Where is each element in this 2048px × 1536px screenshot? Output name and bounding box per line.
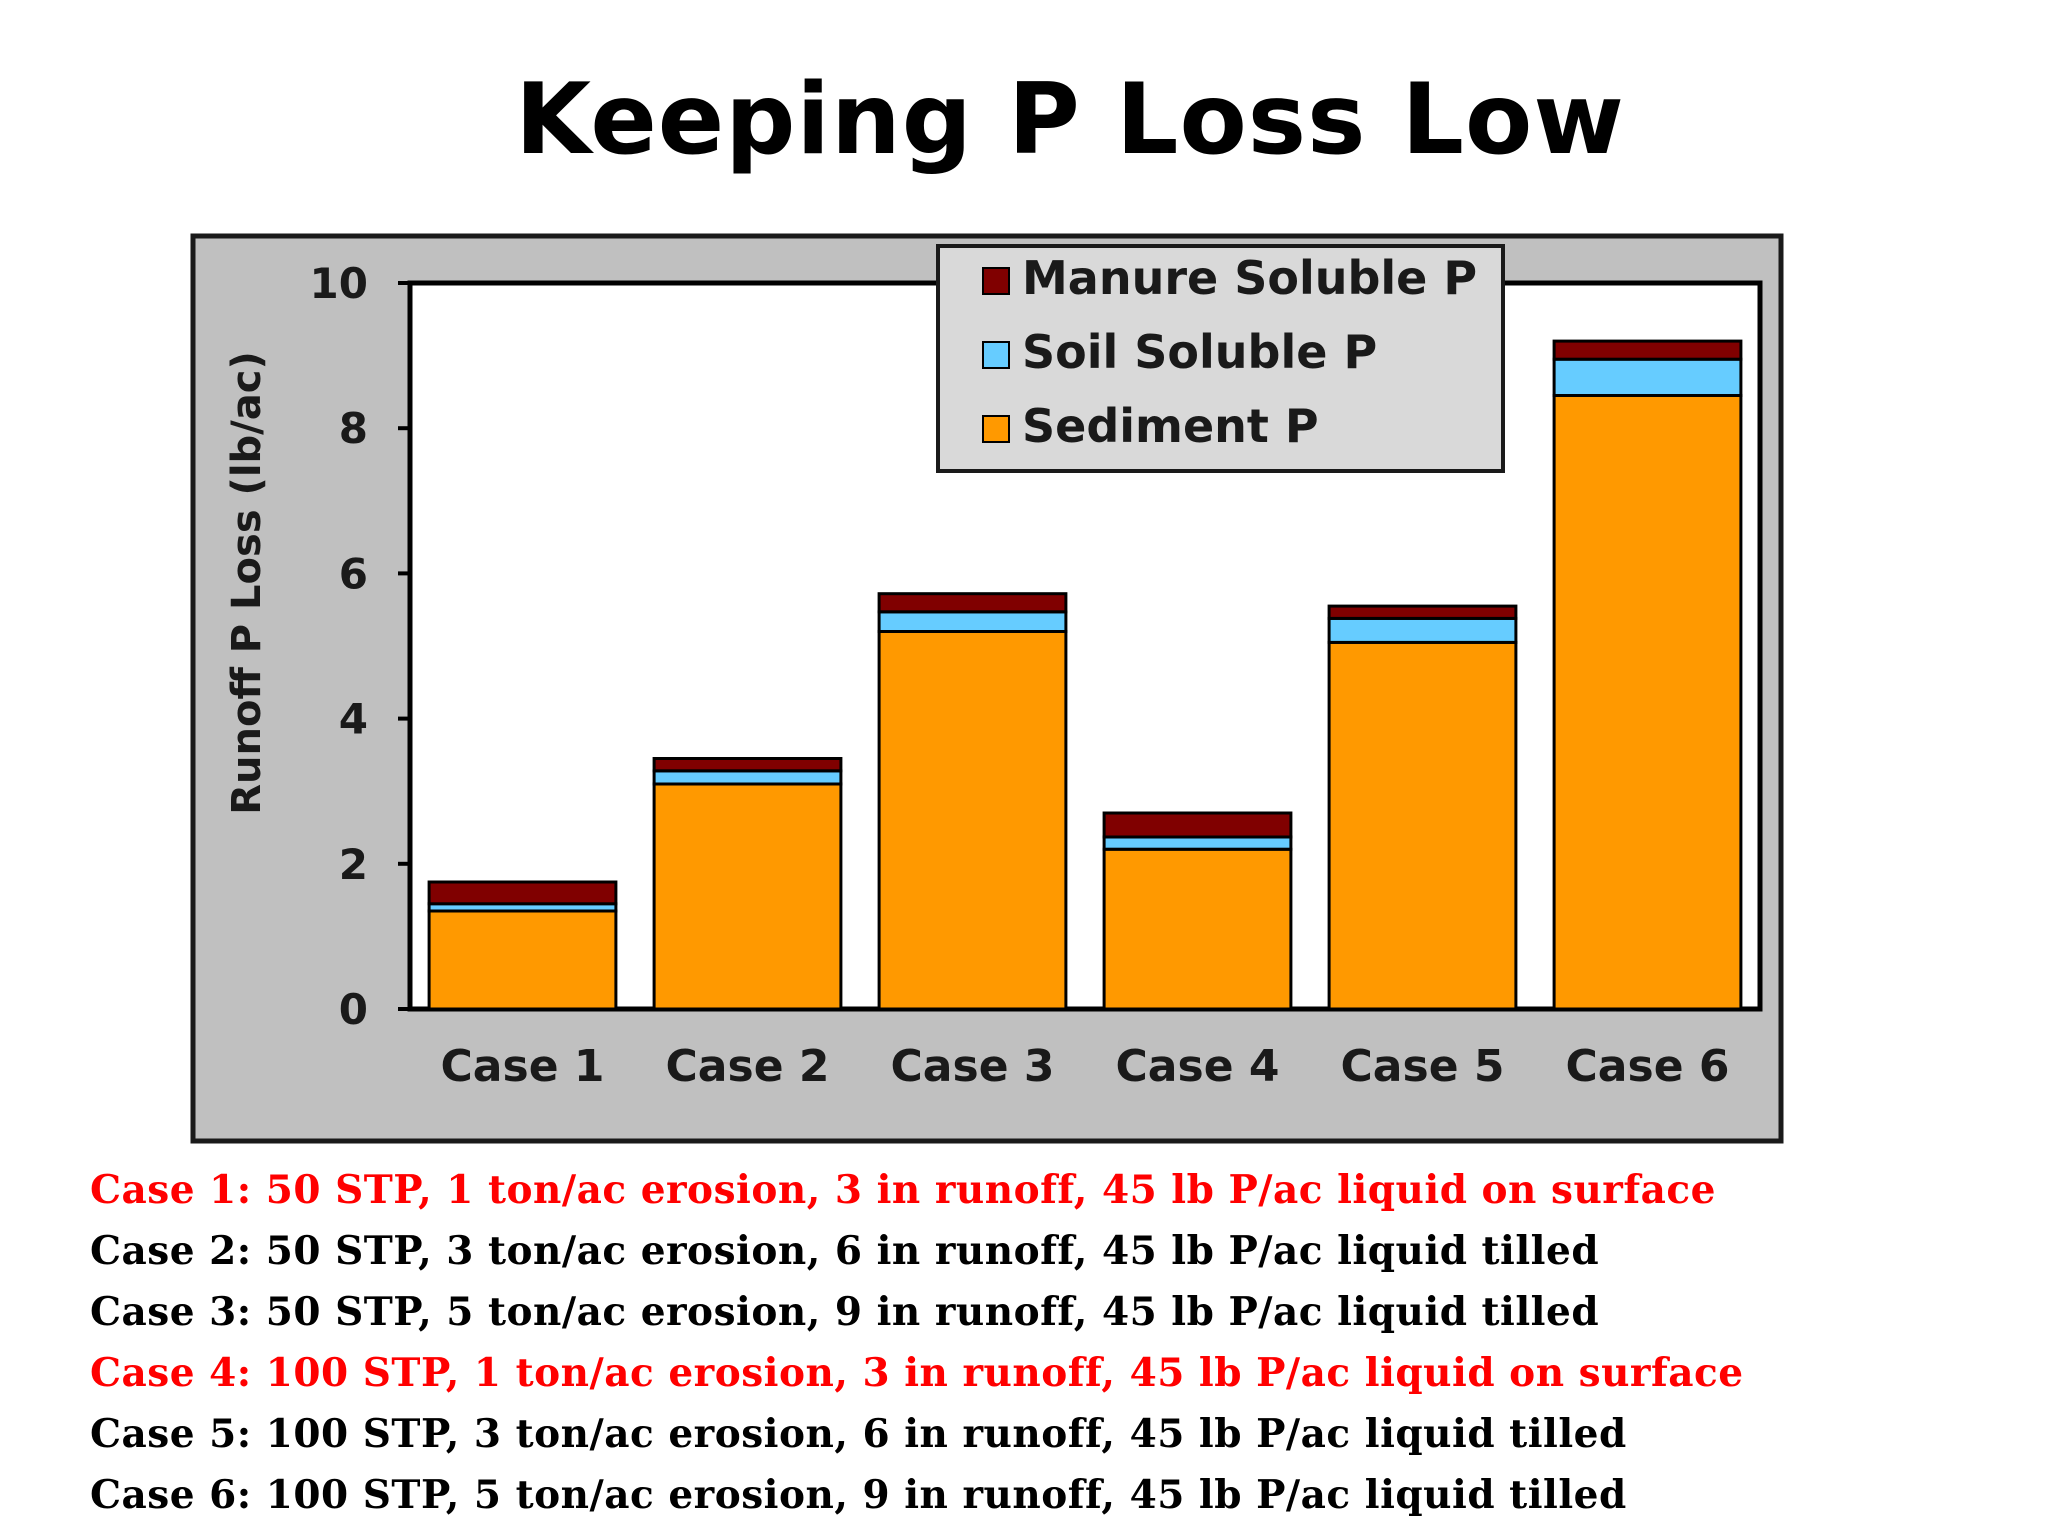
bar-segment-manure-soluble-p-4 <box>1102 811 1293 839</box>
bar-segment-sediment-p-3 <box>877 630 1068 1011</box>
x-axis-labels: Case 1 Case 2 Case 3 Case 4 Case 5 Case 6 <box>441 1041 1730 1092</box>
legend-swatch <box>982 341 1010 369</box>
bar-segment-sediment-p-5 <box>1327 640 1518 1011</box>
y-axis-ticks: 0 2 4 6 8 10 <box>310 259 410 1034</box>
bar-segment-sediment-p-2 <box>652 782 843 1011</box>
y-tick-label: 2 <box>339 840 368 889</box>
legend-box <box>936 244 1505 473</box>
y-tick-label: 4 <box>339 695 368 744</box>
bar-segment-soil-soluble-p-6 <box>1552 357 1743 398</box>
legend-swatch <box>982 415 1010 443</box>
bar-segment-sediment-p-1 <box>427 909 618 1011</box>
bar-segment-manure-soluble-p-1 <box>427 880 618 906</box>
case-note-2: Case 2: 50 STP, 3 ton/ac erosion, 6 in r… <box>90 1228 1600 1274</box>
y-tick-label: 6 <box>339 549 368 598</box>
x-category-label: Case 5 <box>1341 1041 1505 1092</box>
bar-segment-manure-soluble-p-2 <box>652 757 843 773</box>
x-category-label: Case 2 <box>666 1041 830 1092</box>
y-axis-label: Runoff P Loss (lb/ac) <box>224 351 270 815</box>
y-tick-label: 0 <box>339 985 368 1034</box>
y-tick-label: 10 <box>310 259 368 308</box>
y-tick-label: 8 <box>339 404 368 453</box>
x-category-label: Case 1 <box>441 1041 605 1092</box>
bar-segment-soil-soluble-p-4 <box>1102 835 1293 851</box>
case-note-3: Case 3: 50 STP, 5 ton/ac erosion, 9 in r… <box>90 1289 1600 1335</box>
case-notes-list: Case 1: 50 STP, 1 ton/ac erosion, 3 in r… <box>90 1160 1990 1526</box>
legend-label: Sediment P <box>1022 399 1319 453</box>
bar-segment-manure-soluble-p-5 <box>1327 604 1518 620</box>
case-note-4: Case 4: 100 STP, 1 ton/ac erosion, 3 in … <box>90 1350 1744 1396</box>
slide-title: Keeping P Loss Low <box>515 63 1625 177</box>
case-note-5: Case 5: 100 STP, 3 ton/ac erosion, 6 in … <box>90 1411 1627 1457</box>
case-note-6: Case 6: 100 STP, 5 ton/ac erosion, 9 in … <box>90 1472 1627 1518</box>
bars-layer <box>427 339 1743 1011</box>
bar-segment-manure-soluble-p-6 <box>1552 339 1743 361</box>
bar-segment-soil-soluble-p-5 <box>1327 616 1518 644</box>
bar-segment-sediment-p-6 <box>1552 394 1743 1011</box>
x-category-label: Case 6 <box>1566 1041 1730 1092</box>
legend: Manure Soluble P Soil Soluble P Sediment P <box>936 244 1505 473</box>
legend-label: Soil Soluble P <box>1022 325 1377 379</box>
legend-label: Manure Soluble P <box>1022 251 1477 305</box>
x-category-label: Case 3 <box>891 1041 1055 1092</box>
bar-segment-soil-soluble-p-3 <box>877 610 1068 634</box>
bar-segment-sediment-p-4 <box>1102 847 1293 1011</box>
case-note-1: Case 1: 50 STP, 1 ton/ac erosion, 3 in r… <box>90 1167 1716 1213</box>
bar-segment-manure-soluble-p-3 <box>877 592 1068 614</box>
bar-segment-soil-soluble-p-2 <box>652 769 843 786</box>
x-category-label: Case 4 <box>1116 1041 1280 1092</box>
legend-swatch <box>982 267 1010 295</box>
